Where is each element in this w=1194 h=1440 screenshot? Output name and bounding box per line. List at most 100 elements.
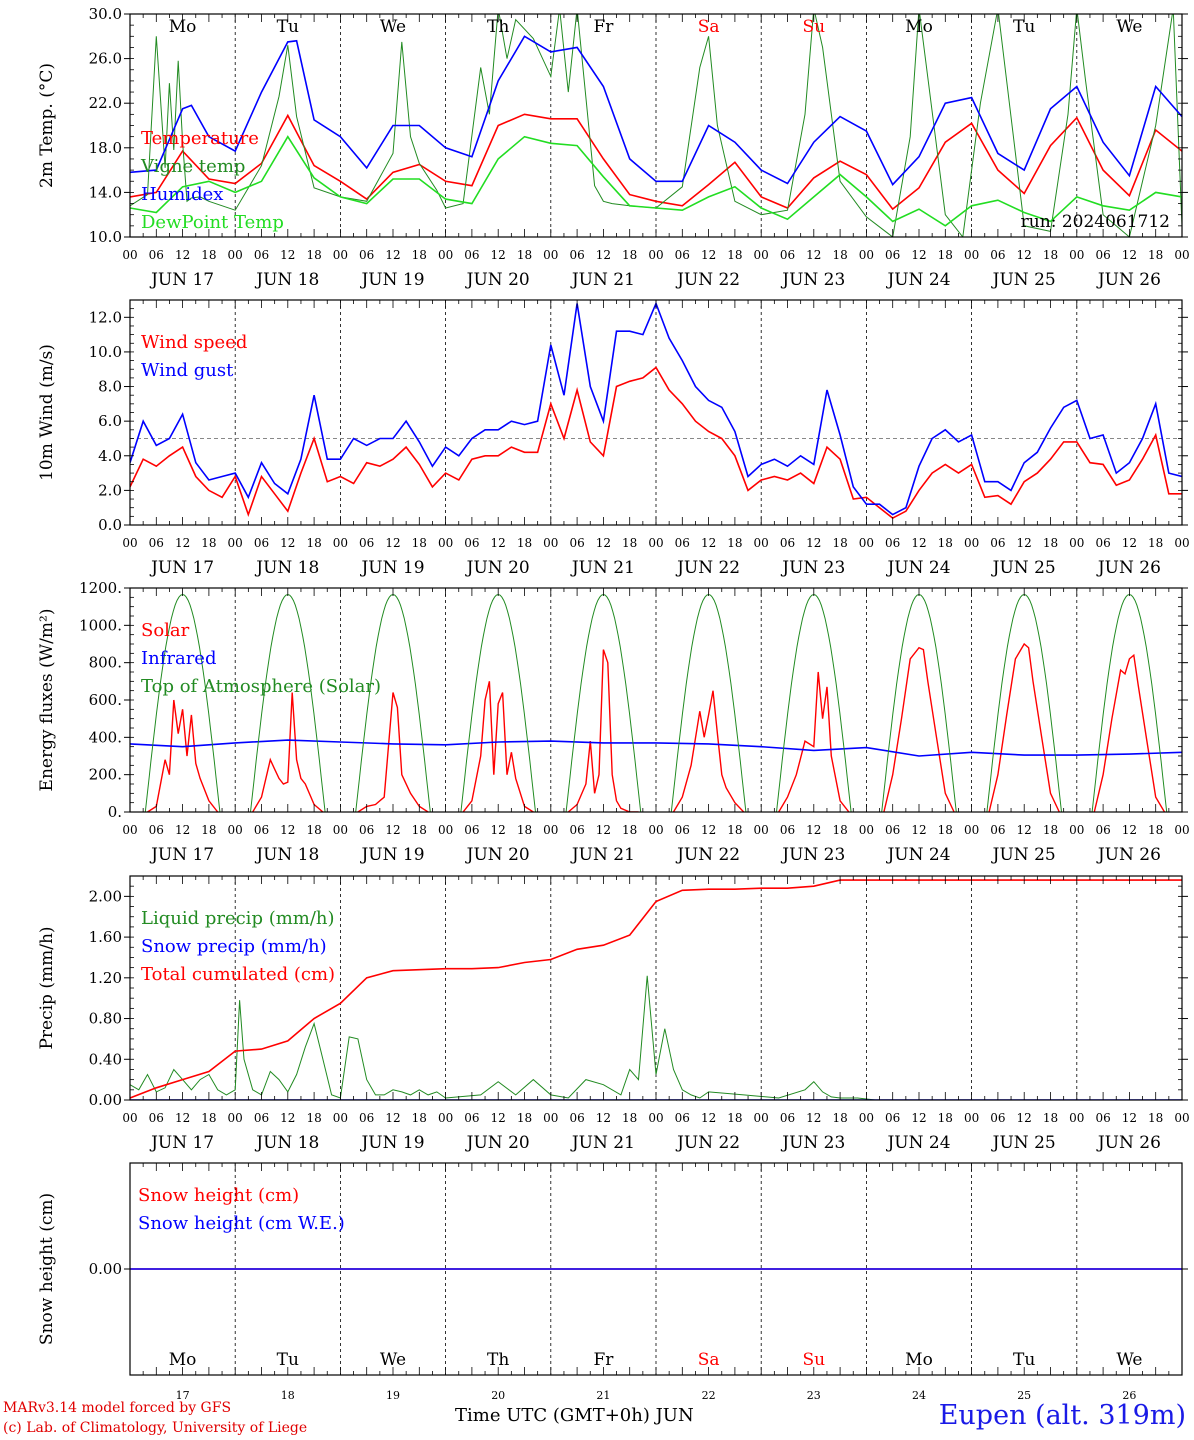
- day-label: JUN 19: [359, 270, 424, 290]
- hour-tick-label: 00: [754, 1111, 769, 1125]
- hour-tick-label: 00: [1069, 536, 1084, 550]
- weekday-label: Sa: [698, 1350, 720, 1370]
- hour-tick-label: 06: [149, 1111, 164, 1125]
- hour-tick-label: 06: [464, 248, 479, 262]
- y-tick-label: 0.80: [89, 1010, 122, 1028]
- legend-entry: Total cumulated (cm): [141, 964, 335, 985]
- legend-entry: Top of Atmosphere (Solar): [141, 676, 381, 697]
- day-label: JUN 22: [675, 558, 740, 578]
- series-top-of-atmosphere-solar--day: [355, 593, 431, 812]
- hour-tick-label: 06: [254, 1111, 269, 1125]
- hour-tick-label: 12: [701, 248, 716, 262]
- day-number: 24: [912, 1389, 926, 1400]
- hour-tick-label: 12: [596, 536, 611, 550]
- hour-tick-label: 06: [149, 536, 164, 550]
- hour-tick-label: 06: [990, 536, 1005, 550]
- weekday-label: Tu: [1013, 1350, 1035, 1370]
- hour-tick-label: 18: [306, 823, 321, 837]
- series-top-of-atmosphere-solar--day: [776, 593, 852, 812]
- hour-tick-label: 00: [859, 248, 874, 262]
- hour-tick-label: 12: [596, 1111, 611, 1125]
- series-humidex: [130, 35, 1182, 186]
- panel-0-plot: [130, 14, 1182, 237]
- hour-tick-label: 18: [1148, 536, 1163, 550]
- hour-tick-label: 18: [832, 536, 847, 550]
- hour-tick-label: 12: [491, 1111, 506, 1125]
- hour-tick-label: 18: [727, 1111, 742, 1125]
- day-label: JUN 21: [570, 270, 635, 290]
- station-name: Eupen (alt. 319m): [938, 1400, 1186, 1431]
- hour-tick-label: 18: [306, 536, 321, 550]
- hour-tick-label: 12: [385, 536, 400, 550]
- hour-tick-label: 06: [885, 823, 900, 837]
- day-label: JUN 25: [991, 558, 1056, 578]
- hour-tick-label: 18: [517, 823, 532, 837]
- hour-tick-label: 00: [754, 536, 769, 550]
- legend-entry: Temperature: [141, 128, 259, 149]
- hour-tick-label: 00: [754, 823, 769, 837]
- hour-tick-label: 12: [280, 536, 295, 550]
- panel-1-plot: [130, 300, 1182, 525]
- hour-tick-label: 00: [333, 1111, 348, 1125]
- hour-tick-label: 06: [254, 248, 269, 262]
- hour-tick-label: 00: [859, 1111, 874, 1125]
- weekday-label: Su: [802, 17, 825, 37]
- hour-tick-label: 18: [201, 248, 216, 262]
- weekday-label: Mo: [169, 1350, 197, 1370]
- hour-tick-label: 00: [1069, 248, 1084, 262]
- day-label: JUN 21: [570, 1133, 635, 1153]
- hour-tick-label: 00: [543, 248, 558, 262]
- hour-tick-label: 06: [569, 1111, 584, 1125]
- weekday-label: Su: [802, 1350, 825, 1370]
- y-tick-label: 18.0: [89, 139, 122, 157]
- hour-tick-label: 12: [280, 1111, 295, 1125]
- hour-tick-label: 18: [517, 248, 532, 262]
- y-tick-label: 0.: [108, 803, 122, 821]
- legend-entry: DewPoint Temp: [141, 212, 284, 233]
- hour-tick-label: 00: [122, 823, 137, 837]
- weekday-label: Tu: [277, 1350, 299, 1370]
- meteogram-chart: 10.014.018.022.026.030.02m Temp. (°C)00 0…: [37, 5, 1190, 1400]
- day-label: JUN 20: [465, 558, 530, 578]
- day-label: JUN 26: [1096, 558, 1161, 578]
- hour-tick-label: 06: [780, 248, 795, 262]
- hour-tick-label: 18: [201, 1111, 216, 1125]
- y-tick-label: 22.0: [89, 94, 122, 112]
- y-axis-label: Snow height (cm): [37, 1193, 57, 1345]
- y-tick-label: 12.0: [89, 308, 122, 326]
- hour-tick-label: 00: [1174, 1111, 1189, 1125]
- hour-tick-label: 06: [1095, 823, 1110, 837]
- panel-frame: [129, 299, 1183, 526]
- hour-tick-label: 06: [569, 248, 584, 262]
- hour-tick-label: 18: [1043, 1111, 1058, 1125]
- hour-tick-label: 18: [1148, 1111, 1163, 1125]
- day-label: JUN 23: [780, 1133, 845, 1153]
- hour-tick-label: 06: [885, 536, 900, 550]
- hour-tick-label: 12: [1122, 1111, 1137, 1125]
- hour-tick-label: 12: [175, 1111, 190, 1125]
- series-top-of-atmosphere-solar--day: [881, 593, 957, 812]
- day-label: JUN 24: [885, 270, 950, 290]
- hour-tick-label: 12: [1017, 248, 1032, 262]
- day-label: JUN 25: [991, 845, 1056, 865]
- hour-tick-label: 06: [675, 823, 690, 837]
- hour-tick-label: 12: [806, 1111, 821, 1125]
- series-solar-day: [147, 699, 219, 812]
- y-tick-label: 200.: [89, 766, 122, 784]
- hour-tick-label: 12: [1122, 536, 1137, 550]
- day-label: JUN 18: [254, 558, 319, 578]
- hour-tick-label: 00: [122, 248, 137, 262]
- y-tick-label: 10.0: [89, 228, 122, 246]
- legend-entry: Humidex: [141, 184, 223, 205]
- hour-tick-label: 12: [1017, 823, 1032, 837]
- y-tick-label: 6.0: [98, 412, 122, 430]
- weekday-label: We: [1116, 1350, 1142, 1370]
- hour-tick-label: 18: [1043, 536, 1058, 550]
- hour-tick-label: 00: [648, 1111, 663, 1125]
- y-tick-label: 400.: [89, 728, 122, 746]
- series-total-cumulated-cm-: [130, 879, 1182, 1099]
- hour-tick-label: 12: [175, 536, 190, 550]
- hour-tick-label: 06: [675, 1111, 690, 1125]
- weekday-label: We: [1116, 17, 1142, 37]
- weekday-label: Mo: [905, 1350, 933, 1370]
